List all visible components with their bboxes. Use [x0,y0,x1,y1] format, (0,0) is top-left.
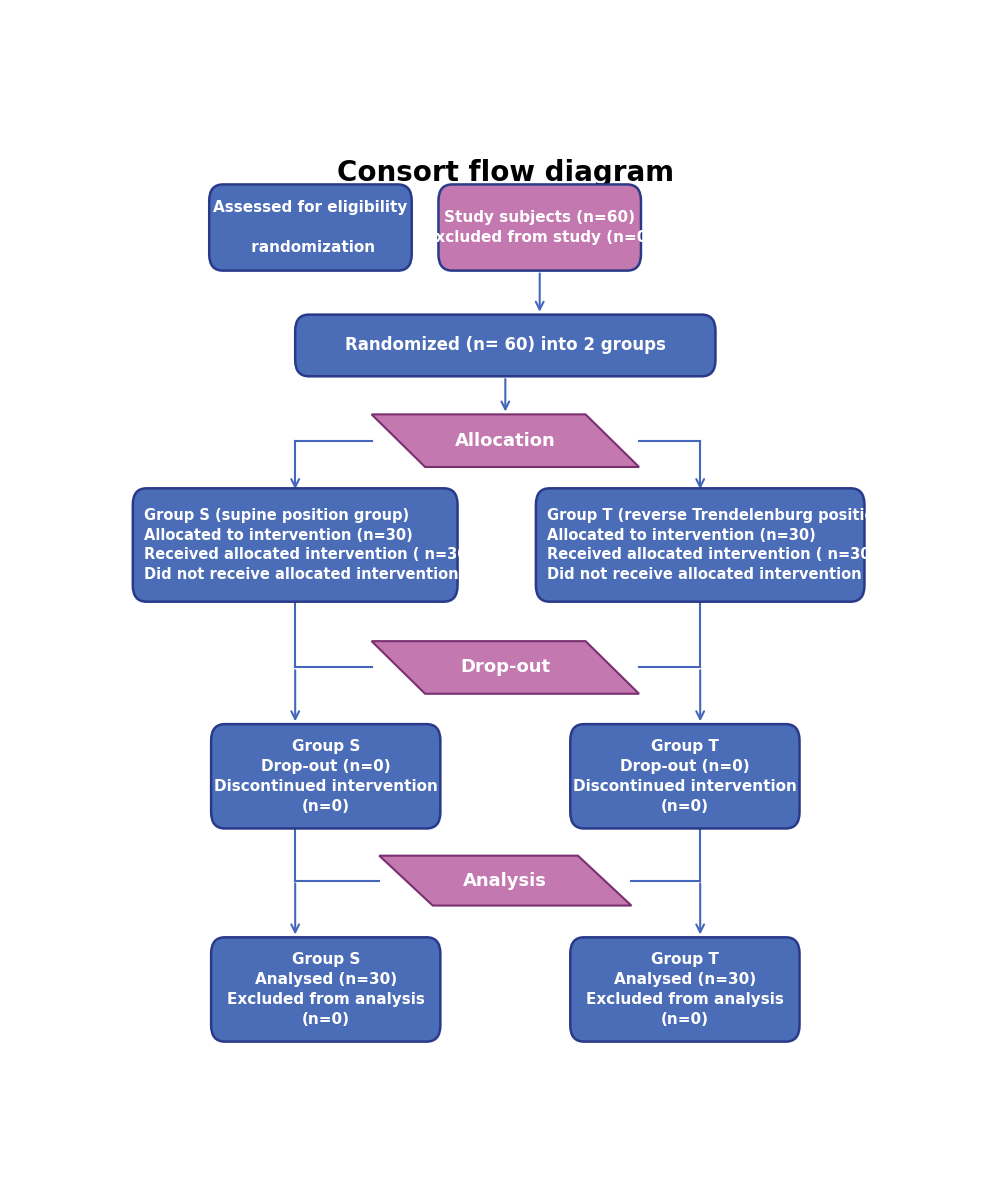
Polygon shape [372,415,639,466]
FancyBboxPatch shape [211,724,441,828]
Text: Group T
Analysed (n=30)
Excluded from analysis
(n=0): Group T Analysed (n=30) Excluded from an… [586,952,784,1027]
FancyBboxPatch shape [570,938,800,1041]
Text: Consort flow diagram: Consort flow diagram [337,159,673,187]
Text: Group T
Drop-out (n=0)
Discontinued intervention
(n=0): Group T Drop-out (n=0) Discontinued inte… [573,739,797,814]
Text: Assessed for eligibility

 randomization: Assessed for eligibility randomization [213,200,407,254]
FancyBboxPatch shape [439,185,641,271]
Text: Group S
Drop-out (n=0)
Discontinued intervention
(n=0): Group S Drop-out (n=0) Discontinued inte… [214,739,438,814]
Text: Allocation: Allocation [455,431,556,450]
Text: Group S (supine position group)
Allocated to intervention (n=30)
Received alloca: Group S (supine position group) Allocate… [144,508,510,582]
FancyBboxPatch shape [295,315,716,376]
Text: Randomized (n= 60) into 2 groups: Randomized (n= 60) into 2 groups [345,337,666,355]
FancyBboxPatch shape [570,724,800,828]
FancyBboxPatch shape [211,938,441,1041]
Text: Group S
Analysed (n=30)
Excluded from analysis
(n=0): Group S Analysed (n=30) Excluded from an… [227,952,425,1027]
FancyBboxPatch shape [536,489,865,602]
Text: Group T (reverse Trendelenburg position group)
Allocated to intervention (n=30)
: Group T (reverse Trendelenburg position … [547,508,946,582]
Text: Analysis: Analysis [463,872,547,889]
Text: Drop-out: Drop-out [460,659,550,676]
Polygon shape [380,855,631,906]
FancyBboxPatch shape [209,185,412,271]
Text: Study subjects (n=60)
excluded from study (n=0): Study subjects (n=60) excluded from stud… [425,210,655,245]
Polygon shape [372,641,639,694]
FancyBboxPatch shape [133,489,458,602]
